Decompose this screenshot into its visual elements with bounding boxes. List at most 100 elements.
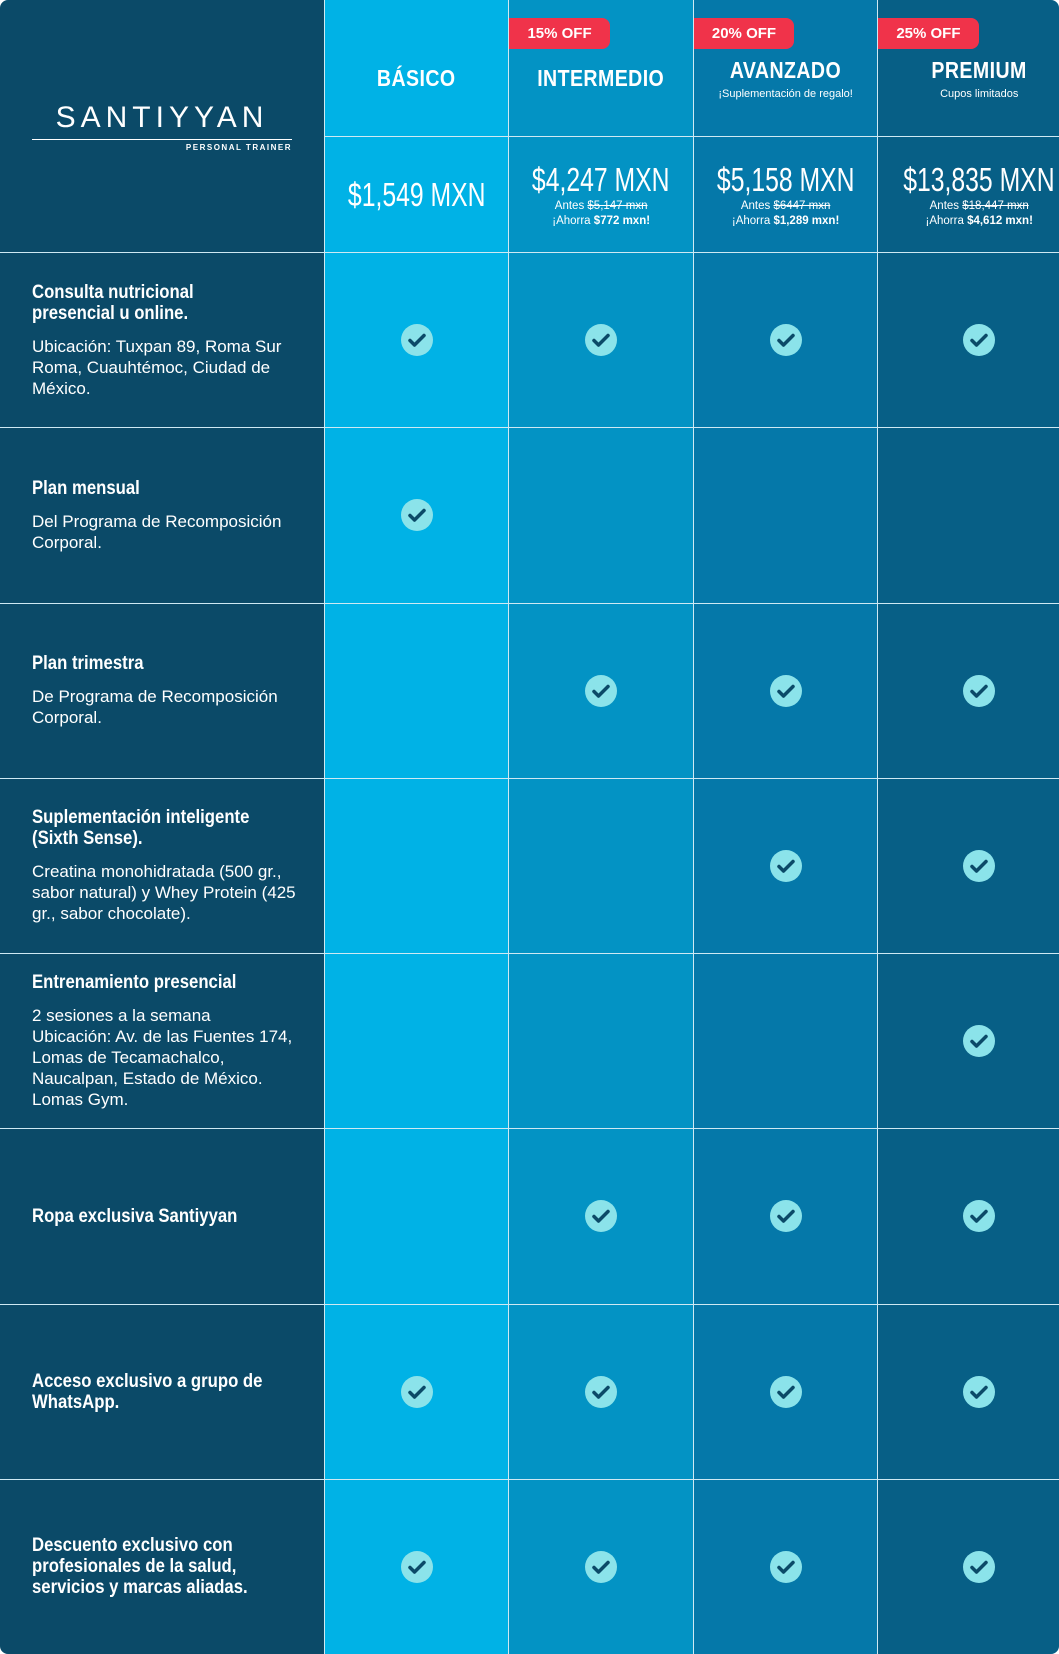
check-icon xyxy=(769,674,802,707)
check-icon xyxy=(963,1025,996,1058)
check-icon xyxy=(400,324,433,357)
feature-cell: Entrenamiento presencial 2 sesiones a la … xyxy=(0,954,324,1129)
plan-feature-cell xyxy=(509,954,693,1129)
plan-feature-cell xyxy=(878,1479,1059,1654)
plan-feature-cell xyxy=(325,1304,509,1479)
feature-cell: Ropa exclusiva Santiyyan xyxy=(0,1129,324,1304)
check-icon xyxy=(769,1375,802,1408)
save-label: ¡Ahorra xyxy=(731,214,771,227)
plan-subtitle: Cupos limitados xyxy=(940,87,1019,100)
feature-title: Acceso exclusivo a grupo de WhatsApp. xyxy=(32,1370,263,1413)
price-saving: ¡Ahorra $772 mxn! xyxy=(552,214,650,229)
plan-price: $4,247 MXN xyxy=(532,160,670,198)
plan-feature-cell xyxy=(878,1304,1059,1479)
discount-badge: 15% OFF xyxy=(509,18,610,49)
before-label: Antes xyxy=(740,199,771,212)
feature-title: Descuento exclusivo con profesionales de… xyxy=(32,1535,248,1599)
plan-subtitle: ¡Suplementación de regalo! xyxy=(718,87,853,100)
plan-header: 15% OFF INTERMEDIO xyxy=(509,0,693,136)
plan-feature-cell xyxy=(878,778,1059,953)
plan-price: $1,549 MXN xyxy=(347,175,486,213)
plan-feature-cell xyxy=(509,428,693,603)
check-icon xyxy=(400,1375,433,1408)
plan-price-cell: $1,549 MXN xyxy=(325,137,509,252)
brand-name: SANTIYYAN xyxy=(55,100,269,134)
plan-feature-cell xyxy=(509,603,693,778)
check-icon xyxy=(963,849,996,882)
check-icon xyxy=(963,1550,996,1583)
feature-cell: Plan trimestra De Programa de Recomposici… xyxy=(0,603,324,778)
feature-title: Plan trimestra xyxy=(32,653,144,675)
check-icon xyxy=(769,849,802,882)
plan-feature-cell xyxy=(693,778,878,953)
feature-description: De Programa de Recomposición Corporal. xyxy=(32,686,300,728)
before-price: $6447 mxn xyxy=(773,199,831,212)
plan-price: $13,835 MXN xyxy=(903,160,1055,198)
plan-price-cell: $13,835 MXN Antes $18,447 mxn ¡Ahorra $4,6… xyxy=(878,137,1059,252)
plan-header: BÁSICO xyxy=(325,0,509,136)
check-icon xyxy=(963,1200,996,1233)
check-icon xyxy=(585,1550,618,1583)
save-amount: $4,612 mxn! xyxy=(967,214,1033,227)
plan-feature-cell xyxy=(693,1129,878,1304)
feature-cell: Descuento exclusivo con profesionales de… xyxy=(0,1479,324,1654)
plan-feature-cell xyxy=(325,253,509,428)
plan-header: 20% OFF AVANZADO ¡Suplementación de regalo… xyxy=(693,0,878,136)
check-icon xyxy=(963,674,996,707)
check-icon xyxy=(400,1550,433,1583)
plan-feature-cell xyxy=(693,1304,878,1479)
description-line: Ubicación: Tuxpan 89, Roma Sur Roma, Cua… xyxy=(32,336,282,398)
check-icon xyxy=(963,1375,996,1408)
plan-feature-cell xyxy=(878,428,1059,603)
feature-title: Consulta nutricional presencial u online… xyxy=(32,281,194,324)
save-label: ¡Ahorra xyxy=(552,214,591,227)
plan-feature-cell xyxy=(325,603,509,778)
feature-title: Suplementación inteligente (Sixth Sense)… xyxy=(32,807,250,850)
before-price: $18,447 mxn xyxy=(962,199,1029,212)
feature-cell: Acceso exclusivo a grupo de WhatsApp. xyxy=(0,1304,324,1479)
plan-name: AVANZADO xyxy=(729,56,842,83)
description-line: Creatina monohidratada (500 gr., sabor n… xyxy=(32,862,296,924)
plan-price: $5,158 MXN xyxy=(716,160,855,198)
description-line: De Programa de Recomposición Corporal. xyxy=(32,687,278,728)
plan-feature-cell xyxy=(693,603,878,778)
plan-feature-cell xyxy=(509,1479,693,1654)
save-label: ¡Ahorra xyxy=(925,214,964,227)
plan-feature-cell xyxy=(878,954,1059,1129)
price-before: Antes $6447 mxn xyxy=(741,199,831,214)
feature-description: Del Programa de Recomposición Corporal. xyxy=(32,511,300,553)
plan-feature-cell xyxy=(878,253,1059,428)
plan-feature-cell xyxy=(693,428,878,603)
description-line: Del Programa de Recomposición Corporal. xyxy=(32,511,282,552)
check-icon xyxy=(769,324,802,357)
plan-feature-cell xyxy=(509,1129,693,1304)
plan-feature-cell xyxy=(509,1304,693,1479)
plan-header: 25% OFF PREMIUM Cupos limitados xyxy=(878,0,1059,136)
check-icon xyxy=(769,1200,802,1233)
feature-cell: Plan mensual Del Programa de Recomposició… xyxy=(0,428,324,603)
plan-feature-cell xyxy=(878,603,1059,778)
plan-name: PREMIUM xyxy=(931,56,1027,83)
feature-description: Ubicación: Tuxpan 89, Roma Sur Roma, Cua… xyxy=(32,336,300,399)
description-line: 2 sesiones a la semana xyxy=(32,1006,211,1026)
plan-feature-cell xyxy=(693,1479,878,1654)
plan-feature-cell xyxy=(325,778,509,953)
feature-description: 2 sesiones a la semana Ubicación: Av. de … xyxy=(32,1005,300,1110)
feature-title: Plan mensual xyxy=(32,477,140,499)
plan-name: INTERMEDIO xyxy=(537,64,665,91)
plan-feature-cell xyxy=(693,253,878,428)
plan-name: BÁSICO xyxy=(377,64,457,91)
save-amount: $772 mxn! xyxy=(593,214,651,227)
plan-feature-cell xyxy=(509,778,693,953)
discount-badge: 25% OFF xyxy=(878,18,979,49)
check-icon xyxy=(585,674,618,707)
save-amount: $1,289 mxn! xyxy=(773,214,840,227)
feature-title: Ropa exclusiva Santiyyan xyxy=(32,1205,238,1227)
plan-feature-cell xyxy=(509,253,693,428)
feature-cell: Consulta nutricional presencial u online… xyxy=(0,253,324,428)
check-icon xyxy=(769,1550,802,1583)
before-price: $5,147 mxn xyxy=(587,199,648,212)
plan-feature-cell xyxy=(325,428,509,603)
feature-cell: Suplementación inteligente (Sixth Sense)… xyxy=(0,778,324,953)
